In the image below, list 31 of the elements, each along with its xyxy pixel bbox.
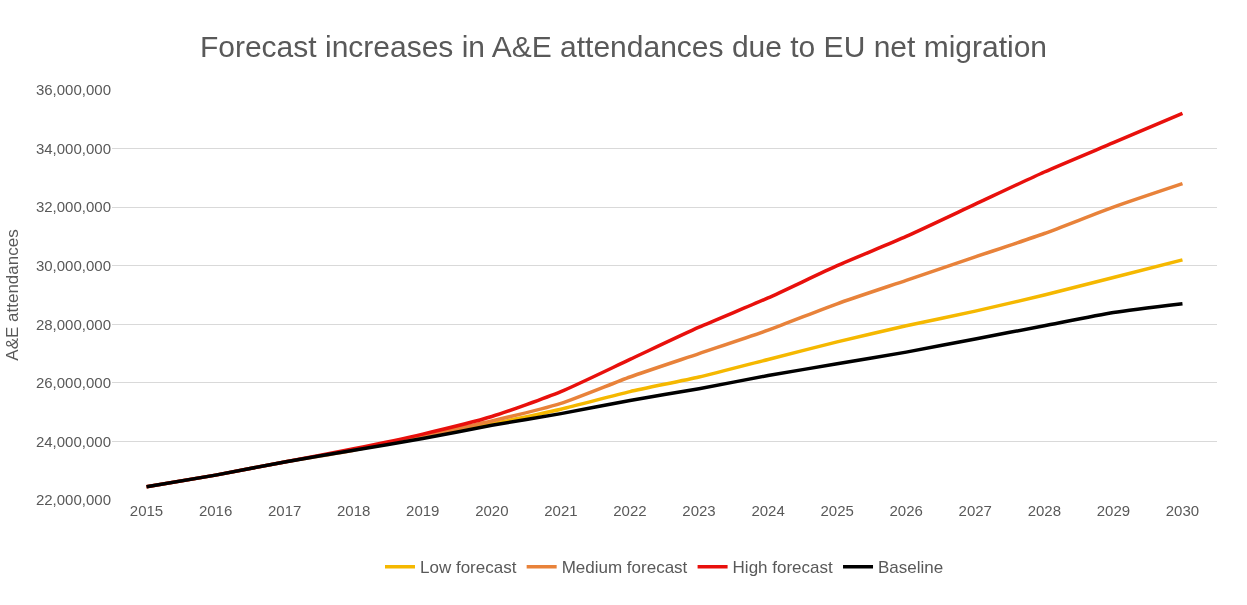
x-tick-label: 2018 [337, 502, 371, 519]
legend-label: Baseline [878, 558, 944, 578]
legend-label: High forecast [732, 558, 834, 578]
x-tick-label: 2021 [544, 502, 578, 519]
y-tick-label: 24,000,000 [35, 432, 111, 450]
y-tick-label: 32,000,000 [35, 198, 111, 216]
x-tick-label: 2029 [1096, 502, 1131, 519]
x-tick-label: 2030 [1165, 502, 1200, 519]
x-tick-label: 2024 [751, 502, 785, 519]
x-tick-label: 2017 [267, 502, 302, 519]
x-tick-label: 2022 [613, 502, 647, 519]
x-tick-label: 2026 [889, 502, 923, 519]
legend-label: Low forecast [420, 558, 517, 578]
y-tick-label: 30,000,000 [35, 256, 111, 274]
y-axis-title: A&E attendances [3, 229, 23, 361]
y-tick-label: 22,000,000 [35, 491, 111, 509]
y-tick-label: 36,000,000 [35, 81, 111, 99]
y-tick-label: 26,000,000 [35, 374, 111, 392]
y-tick-label: 34,000,000 [35, 139, 111, 157]
chart-title: Forecast increases in A&E attendances due to EU net migration [199, 30, 1048, 64]
x-tick-label: 2027 [958, 502, 992, 519]
line-series [144, 302, 1185, 489]
x-tick-label: 2015 [129, 502, 164, 519]
legend-label: Medium forecast [561, 558, 688, 578]
x-tick-label: 2020 [475, 502, 509, 519]
x-tick-label: 2016 [198, 502, 233, 519]
x-tick-label: 2023 [682, 502, 716, 519]
x-tick-label: 2019 [406, 502, 440, 519]
y-tick-label: 28,000,000 [35, 315, 111, 333]
x-tick-label: 2028 [1027, 502, 1062, 519]
x-tick-label: 2025 [820, 502, 854, 519]
